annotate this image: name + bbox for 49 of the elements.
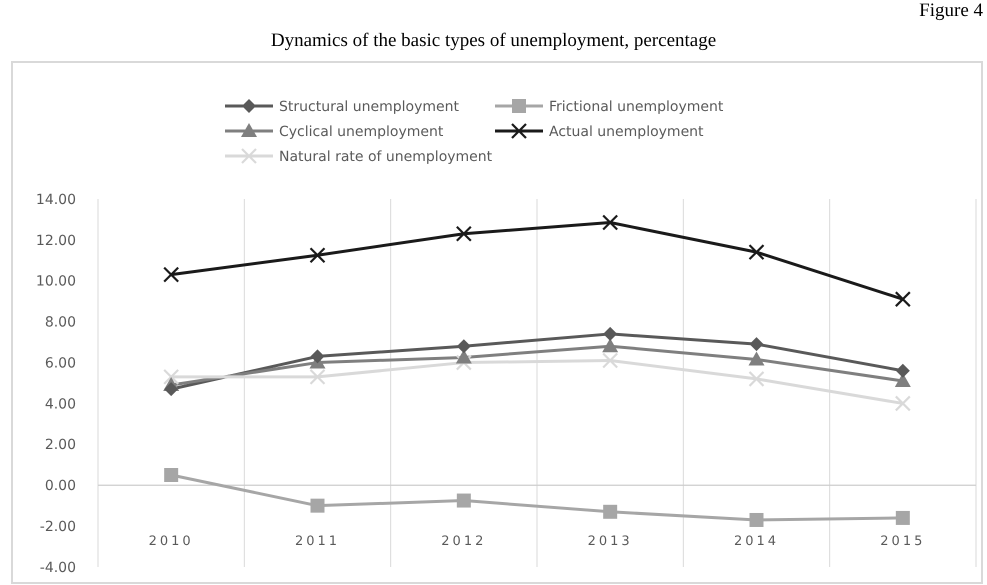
point bbox=[310, 349, 324, 364]
y-tick-label: -4.00 bbox=[40, 560, 76, 576]
point bbox=[456, 339, 471, 354]
point bbox=[748, 370, 765, 388]
legend-label: Actual unemployment bbox=[549, 124, 704, 140]
y-tick-label: 2.00 bbox=[44, 437, 76, 454]
point bbox=[750, 512, 764, 527]
point bbox=[309, 368, 326, 385]
point bbox=[163, 368, 180, 385]
x-tick-label: 2010 bbox=[148, 534, 194, 549]
point bbox=[896, 510, 910, 525]
point bbox=[603, 326, 618, 341]
chart-title: Dynamics of the basic types of unemployment, percentage bbox=[270, 30, 716, 51]
y-tick-label: 4.00 bbox=[44, 396, 76, 412]
y-tick-label: 12.00 bbox=[36, 232, 76, 249]
legend-label: Cyclical unemployment bbox=[279, 124, 444, 140]
x-tick-label: 2011 bbox=[294, 534, 340, 549]
point bbox=[748, 244, 765, 260]
x-tick-label: 2015 bbox=[880, 534, 926, 549]
point bbox=[163, 266, 180, 283]
legend-label: Structural unemployment bbox=[279, 98, 460, 115]
point bbox=[164, 382, 178, 396]
point bbox=[894, 291, 911, 308]
point bbox=[750, 337, 764, 352]
y-tick-label: 8.00 bbox=[44, 314, 76, 331]
y-tick-label: 6.00 bbox=[44, 355, 76, 372]
y-tick-label: -2.00 bbox=[40, 519, 76, 536]
point bbox=[603, 504, 618, 519]
point bbox=[602, 338, 618, 352]
y-tick-label: 0.00 bbox=[44, 478, 76, 494]
point bbox=[894, 395, 911, 412]
point bbox=[456, 354, 472, 371]
x-tick-label: 2013 bbox=[588, 534, 633, 549]
point bbox=[748, 351, 764, 366]
point bbox=[310, 498, 324, 513]
legend-label: Frictional unemployment bbox=[549, 98, 724, 115]
caption: Figure 4 bbox=[919, 0, 984, 21]
point bbox=[456, 494, 471, 508]
point bbox=[896, 364, 910, 378]
y-tick-label: 10.00 bbox=[36, 274, 76, 290]
legend-label: Natural rate of unemployment bbox=[279, 148, 493, 165]
point bbox=[309, 247, 326, 264]
point bbox=[164, 468, 178, 482]
point bbox=[456, 226, 472, 242]
x-tick-label: 2012 bbox=[441, 534, 486, 549]
point bbox=[602, 214, 618, 231]
y-tick-label: 14.00 bbox=[36, 192, 76, 208]
point bbox=[602, 352, 618, 369]
x-tick-label: 2014 bbox=[734, 534, 780, 549]
